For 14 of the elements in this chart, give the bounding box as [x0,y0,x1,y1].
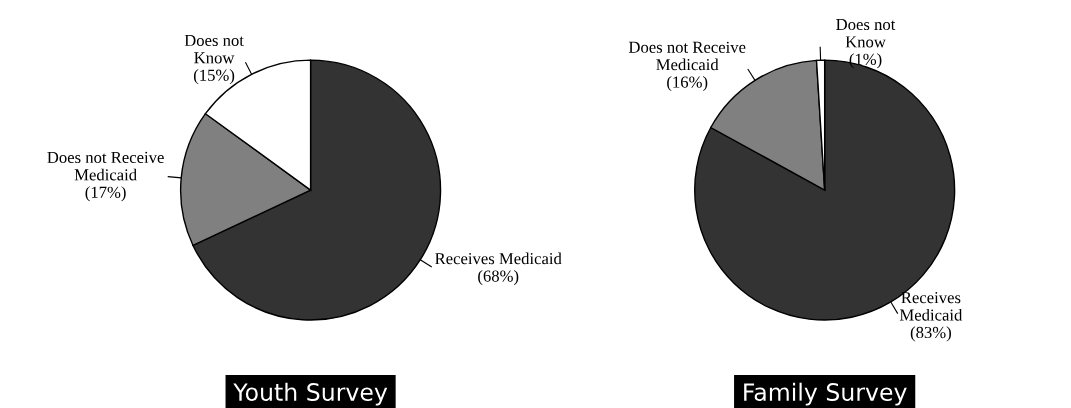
slice-label: Does not Know [836,18,896,48]
data-label: (68%) [478,269,519,286]
slice-label: Does not Receive Medicaid [628,41,746,71]
text: Youth Survey [233,382,388,406]
data-label: (83%) [910,326,951,342]
slice-label: Does not Know [184,34,244,64]
data-label: (17%) [85,186,126,202]
data-label: (15%) [193,69,235,85]
slice-label: Receives Medicaid [435,252,562,265]
slice-label: Does not Receive Medicaid [47,151,164,181]
slice-label: Receives Medicaid [899,292,963,321]
data-label: (16%) [667,75,708,92]
text: Family Survey [744,382,907,406]
data-label: (1%) [849,53,882,69]
